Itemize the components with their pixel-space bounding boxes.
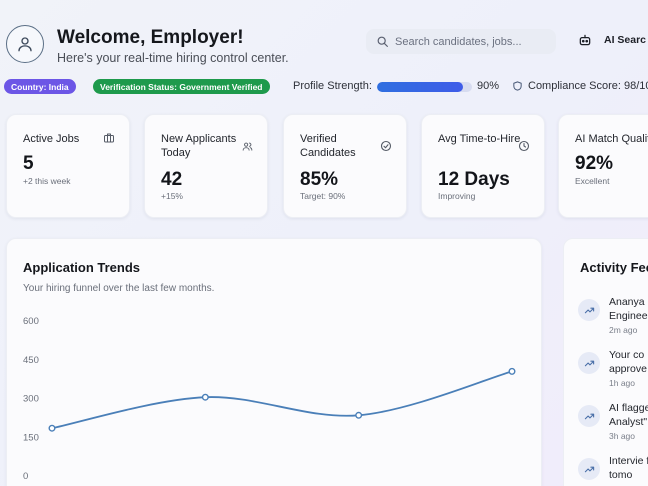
y-tick-label: 600 <box>23 316 39 327</box>
ai-search-label: AI Searc <box>604 34 647 46</box>
activity-time: 1h ago <box>609 378 635 388</box>
page-title: Welcome, Employer! <box>57 27 244 48</box>
card-value: 5 <box>23 153 34 174</box>
data-point[interactable] <box>508 367 516 375</box>
header: Welcome, Employer! Here's your real-time… <box>0 0 648 74</box>
card-value: 42 <box>161 169 183 190</box>
y-tick-label: 450 <box>23 355 39 366</box>
card-verified-candidates[interactable]: Verified Candidates 85% Target: 90% <box>283 114 407 218</box>
activity-text: Ananya Enginee <box>609 296 648 322</box>
profile-strength-label: Profile Strength: <box>293 80 372 92</box>
activity-text: AI flagge Analyst" <box>609 402 648 428</box>
trending-up-icon <box>578 405 600 427</box>
card-title: AI Match Qualit <box>575 133 648 145</box>
card-ai-match-quality[interactable]: AI Match Qualit 92% Excellent <box>558 114 648 218</box>
activity-feed-panel: Activity Fee Ananya Enginee 2m ago Your … <box>563 238 648 486</box>
compliance-label: Compliance Score: 98/10 <box>528 80 648 92</box>
series-line <box>51 370 513 430</box>
trends-title: Application Trends <box>23 260 141 275</box>
trends-subtitle: Your hiring funnel over the last few mon… <box>23 283 215 294</box>
activity-time: 3h ago <box>609 431 635 441</box>
y-tick-label: 0 <box>23 471 28 482</box>
trending-up-icon <box>578 458 600 480</box>
trend-chart: 600 450 300 150 0 <box>23 316 516 482</box>
bot-icon <box>578 33 592 47</box>
card-value: 92% <box>575 153 614 174</box>
data-point[interactable] <box>355 411 363 419</box>
shield-icon <box>512 80 523 92</box>
ai-search-button[interactable]: AI Searc <box>578 33 646 47</box>
card-sub: +2 this week <box>23 176 71 186</box>
application-trends-panel: Application Trends Your hiring funnel ov… <box>6 238 542 486</box>
profile-strength-value: 90% <box>477 80 500 92</box>
trending-up-icon <box>578 352 600 374</box>
card-sub: +15% <box>161 191 183 201</box>
data-point[interactable] <box>201 393 209 401</box>
check-circle-icon <box>380 140 392 152</box>
status-row: Country: India Verification Status: Gove… <box>0 78 648 96</box>
card-active-jobs[interactable]: Active Jobs 5 +2 this week <box>6 114 130 218</box>
search-icon <box>376 35 389 48</box>
briefcase-icon <box>103 132 115 144</box>
card-sub: Improving <box>438 191 476 201</box>
search-input[interactable]: Search candidates, jobs... <box>366 29 556 54</box>
card-value: 85% <box>300 169 339 190</box>
activity-text: Intervie for tomo <box>609 455 648 481</box>
compliance-score: Compliance Score: 98/10 <box>512 80 648 92</box>
search-placeholder: Search candidates, jobs... <box>395 35 522 48</box>
trending-up-icon <box>578 299 600 321</box>
card-title: Active Jobs <box>23 133 80 145</box>
clock-icon <box>518 140 530 152</box>
card-sub: Target: 90% <box>300 191 346 201</box>
country-badge: Country: India <box>4 79 76 94</box>
profile-strength-bar <box>377 82 472 92</box>
card-sub: Excellent <box>575 176 610 186</box>
users-icon <box>242 141 253 152</box>
card-new-applicants[interactable]: New Applicants Today 42 +15% <box>144 114 268 218</box>
activity-text: Your co approve <box>609 349 647 375</box>
card-title: Verified Candidates <box>300 133 356 159</box>
y-tick-label: 150 <box>23 432 39 443</box>
card-value: 12 Days <box>438 169 510 190</box>
profile-strength-fill <box>377 82 463 92</box>
user-avatar-icon[interactable] <box>6 25 44 63</box>
verification-badge: Verification Status: Government Verified <box>93 79 270 94</box>
card-avg-time-to-hire[interactable]: Avg Time-to-Hire 12 Days Improving <box>421 114 545 218</box>
activity-time: 2m ago <box>609 325 638 335</box>
card-title: New Applicants Today <box>161 133 237 159</box>
data-point[interactable] <box>48 424 56 432</box>
y-tick-label: 300 <box>23 394 39 405</box>
card-title: Avg Time-to-Hire <box>438 133 521 145</box>
page-subtitle: Here's your real-time hiring control cen… <box>57 51 289 65</box>
activity-title: Activity Fee <box>580 260 648 275</box>
